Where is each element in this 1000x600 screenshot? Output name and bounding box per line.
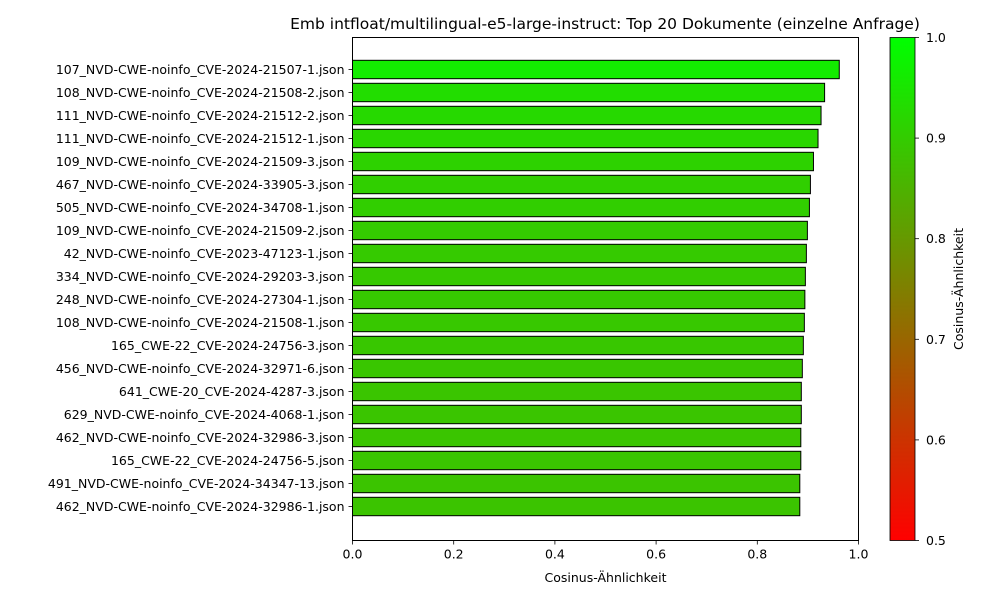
y-tick-label: 107_NVD-CWE-noinfo_CVE-2024-21507-1.json (56, 62, 345, 77)
bar (352, 312, 805, 333)
bar (352, 427, 802, 448)
bar (352, 450, 802, 471)
x-tick-label: 0.2 (444, 547, 464, 562)
bar (352, 82, 826, 103)
y-tick-label: 165_CWE-22_CVE-2024-24756-5.json (111, 453, 345, 468)
colorbar-label: Cosinus-Ähnlichkeit (951, 228, 966, 350)
bar (352, 59, 840, 80)
colorbar-tick-label: 0.8 (926, 231, 946, 246)
y-tick-label: 334_NVD-CWE-noinfo_CVE-2024-29203-3.json (56, 269, 345, 284)
y-tick-label: 248_NVD-CWE-noinfo_CVE-2024-27304-1.json (56, 292, 345, 307)
y-tick-label: 641_CWE-20_CVE-2024-4287-3.json (119, 384, 345, 399)
bar (352, 151, 814, 172)
bar (352, 473, 801, 494)
bar (352, 381, 802, 402)
y-tick-label: 108_NVD-CWE-noinfo_CVE-2024-21508-1.json (56, 315, 345, 330)
y-tick-label: 111_NVD-CWE-noinfo_CVE-2024-21512-2.json (56, 108, 345, 123)
y-tick-label: 111_NVD-CWE-noinfo_CVE-2024-21512-1.json (56, 131, 345, 146)
y-tick-label: 505_NVD-CWE-noinfo_CVE-2024-34708-1.json (56, 200, 345, 215)
bar (352, 358, 803, 379)
bar (352, 174, 811, 195)
bar (352, 404, 802, 425)
colorbar (889, 37, 916, 541)
bar (352, 335, 804, 356)
x-tick-label: 0.0 (343, 547, 363, 562)
bar (352, 220, 808, 241)
colorbar-tick-label: 0.5 (926, 533, 946, 548)
y-tick-label: 462_NVD-CWE-noinfo_CVE-2024-32986-3.json (56, 430, 345, 445)
x-axis-ticks: 0.0 0.2 0.4 0.6 0.8 1.0 (343, 540, 869, 562)
y-tick-labels: 107_NVD-CWE-noinfo_CVE-2024-21507-1.json… (48, 62, 353, 514)
y-tick-label: 165_CWE-22_CVE-2024-24756-3.json (111, 338, 345, 353)
colorbar-tick-label: 0.6 (926, 432, 946, 447)
y-tick-label: 462_NVD-CWE-noinfo_CVE-2024-32986-1.json (56, 499, 345, 514)
bar (352, 289, 806, 310)
y-tick-label: 456_NVD-CWE-noinfo_CVE-2024-32971-6.json (56, 361, 345, 376)
bar (352, 496, 801, 517)
x-axis-label: Cosinus-Ähnlichkeit (545, 570, 667, 585)
colorbar-ticks: 0.5 0.6 0.7 0.8 0.9 1.0 (915, 30, 946, 548)
y-tick-label: 629_NVD-CWE-noinfo_CVE-2024-4068-1.json (64, 407, 345, 422)
y-tick-label: 491_NVD-CWE-noinfo_CVE-2024-34347-13.jso… (48, 476, 345, 491)
y-tick-label: 467_NVD-CWE-noinfo_CVE-2024-33905-3.json (56, 177, 345, 192)
y-tick-label: 109_NVD-CWE-noinfo_CVE-2024-21509-2.json (56, 223, 345, 238)
colorbar-tick-label: 0.9 (926, 131, 946, 146)
x-tick-label: 1.0 (849, 547, 869, 562)
x-tick-label: 0.4 (545, 547, 565, 562)
y-tick-label: 42_NVD-CWE-noinfo_CVE-2023-47123-1.json (64, 246, 345, 261)
bar (352, 243, 807, 264)
y-tick-label: 108_NVD-CWE-noinfo_CVE-2024-21508-2.json (56, 85, 345, 100)
x-tick-label: 0.8 (747, 547, 767, 562)
y-tick-label: 109_NVD-CWE-noinfo_CVE-2024-21509-3.json (56, 154, 345, 169)
chart-title: Emb intfloat/multilingual-e5-large-instr… (290, 15, 920, 33)
colorbar-tick-label: 1.0 (926, 30, 946, 45)
bars-group (352, 59, 840, 517)
bar (352, 105, 822, 126)
colorbar-tick-label: 0.7 (926, 332, 946, 347)
x-tick-label: 0.6 (646, 547, 666, 562)
bar (352, 128, 819, 149)
bar (352, 266, 806, 287)
bar (352, 197, 810, 218)
plot-area-frame (352, 37, 859, 541)
